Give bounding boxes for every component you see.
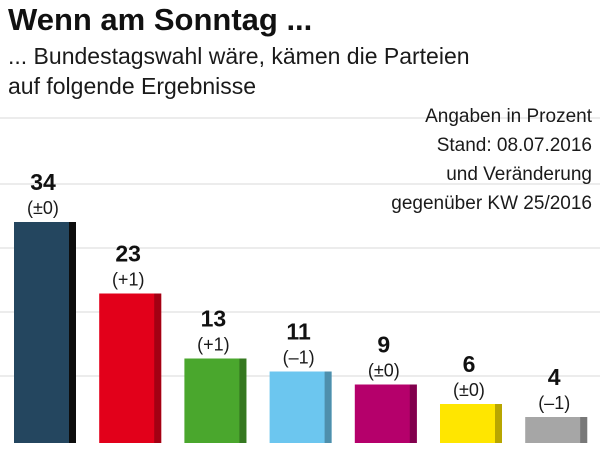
bar-2-change-label: (+1)	[112, 270, 145, 290]
bar-3-value-label: 13	[201, 306, 227, 332]
bar-3-edge	[239, 358, 247, 443]
bar-1-edge	[69, 222, 76, 443]
bar-2-edge	[154, 293, 162, 443]
bar-5	[354, 384, 417, 443]
bar-series: (±0) 34 (+1) 23 (+1) 13 (–1) 11 (±0) 9 (±0) 6 (–1) 4	[14, 169, 588, 443]
chart-title: Wenn am Sonntag ...	[8, 2, 312, 37]
note-line-1: Angaben in Prozent	[425, 106, 593, 127]
bar-7	[525, 417, 588, 443]
bar-2-value-label: 23	[115, 241, 141, 267]
bar-5-edge	[409, 384, 417, 443]
note-line-3: und Veränderung	[446, 164, 592, 185]
note-line-2: Stand: 08.07.2016	[437, 135, 592, 156]
bar-6-value-label: 6	[463, 351, 476, 377]
bar-6-edge	[495, 404, 502, 443]
bar-3-change-label: (+1)	[197, 335, 230, 355]
bar-6	[440, 404, 502, 443]
bar-4	[269, 371, 332, 443]
bar-7-edge	[580, 417, 588, 443]
bar-1	[14, 222, 76, 443]
bar-1-change-label: (±0)	[27, 198, 59, 218]
bar-2	[99, 293, 162, 443]
note-line-4: gegenüber KW 25/2016	[391, 193, 592, 214]
bar-7-value-label: 4	[548, 364, 561, 390]
subtitle-line-1: ... Bundestagswahl wäre, kämen die Parte…	[8, 43, 470, 69]
bar-7-change-label: (–1)	[538, 393, 570, 413]
bar-6-change-label: (±0)	[453, 380, 485, 400]
bar-4-edge	[324, 371, 332, 443]
bar-1-value-label: 34	[30, 169, 56, 195]
bar-5-change-label: (±0)	[368, 361, 400, 381]
subtitle-line-2: auf folgende Ergebnisse	[8, 73, 256, 99]
bar-3	[184, 358, 247, 443]
bar-5-value-label: 9	[377, 332, 390, 358]
bar-4-value-label: 11	[286, 319, 311, 345]
bar-4-change-label: (–1)	[283, 348, 315, 368]
